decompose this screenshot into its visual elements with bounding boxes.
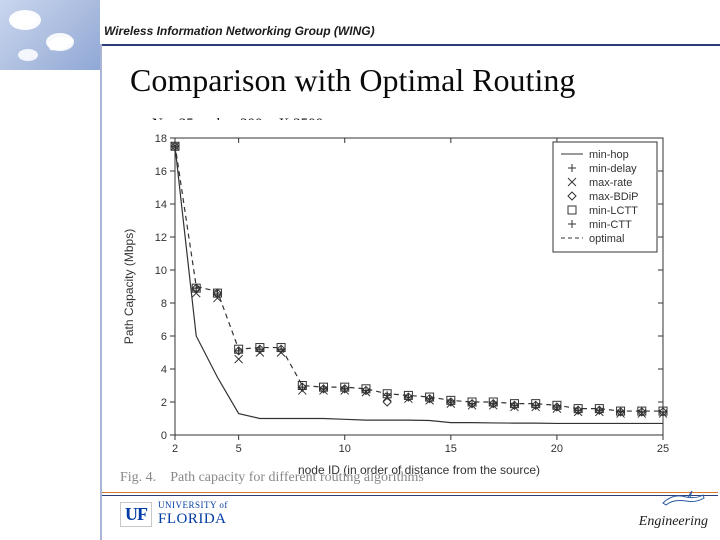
left-vertical-line <box>100 44 102 540</box>
figure-caption: Fig. 4. Path capacity for different rout… <box>120 470 424 486</box>
svg-text:25: 25 <box>657 443 669 455</box>
chart-container: 0246810121416182510152025node ID (in ord… <box>115 120 675 480</box>
svg-text:min-hop: min-hop <box>589 149 629 161</box>
caption-label: Fig. 4. <box>120 470 156 485</box>
svg-text:Path Capacity (Mbps): Path Capacity (Mbps) <box>122 229 136 344</box>
svg-text:2: 2 <box>172 443 178 455</box>
svg-text:min-CTT: min-CTT <box>589 219 632 231</box>
uf-university-of: UNIVERSITY of <box>158 501 228 510</box>
svg-text:0: 0 <box>161 430 167 442</box>
svg-text:5: 5 <box>236 443 242 455</box>
svg-text:4: 4 <box>161 364 167 376</box>
svg-text:max-BDiP: max-BDiP <box>589 191 639 203</box>
gator-icon <box>658 485 708 509</box>
uf-monogram: UF <box>120 502 152 527</box>
footer-line-orange <box>102 492 718 493</box>
dove-decorative-image <box>0 0 100 70</box>
footer-line-blue <box>102 495 718 496</box>
page-title: Comparison with Optimal Routing <box>130 62 690 99</box>
caption-text: Path capacity for different routing algo… <box>170 470 424 485</box>
engineering-logo: Engineering <box>639 485 708 530</box>
svg-text:20: 20 <box>551 443 563 455</box>
svg-text:16: 16 <box>155 166 167 178</box>
svg-text:max-rate: max-rate <box>589 177 632 189</box>
svg-text:15: 15 <box>445 443 457 455</box>
svg-text:2: 2 <box>161 397 167 409</box>
svg-text:10: 10 <box>339 443 351 455</box>
header-bar: Wireless Information Networking Group (W… <box>100 22 720 44</box>
svg-text:6: 6 <box>161 331 167 343</box>
group-name: Wireless Information Networking Group (W… <box>100 24 375 38</box>
uf-florida: FLORIDA <box>158 511 227 527</box>
svg-text:10: 10 <box>155 265 167 277</box>
header-underline <box>100 44 720 46</box>
engineering-label: Engineering <box>639 514 708 530</box>
svg-text:8: 8 <box>161 298 167 310</box>
svg-text:12: 12 <box>155 232 167 244</box>
svg-text:18: 18 <box>155 133 167 145</box>
svg-text:optimal: optimal <box>589 233 624 245</box>
svg-text:min-LCTT: min-LCTT <box>589 205 638 217</box>
svg-text:14: 14 <box>155 199 167 211</box>
uf-logo: UF UNIVERSITY of FLORIDA <box>120 501 228 528</box>
path-capacity-chart: 0246810121416182510152025node ID (in ord… <box>115 120 675 480</box>
svg-text:min-delay: min-delay <box>589 163 637 175</box>
slide: Wireless Information Networking Group (W… <box>0 0 720 540</box>
